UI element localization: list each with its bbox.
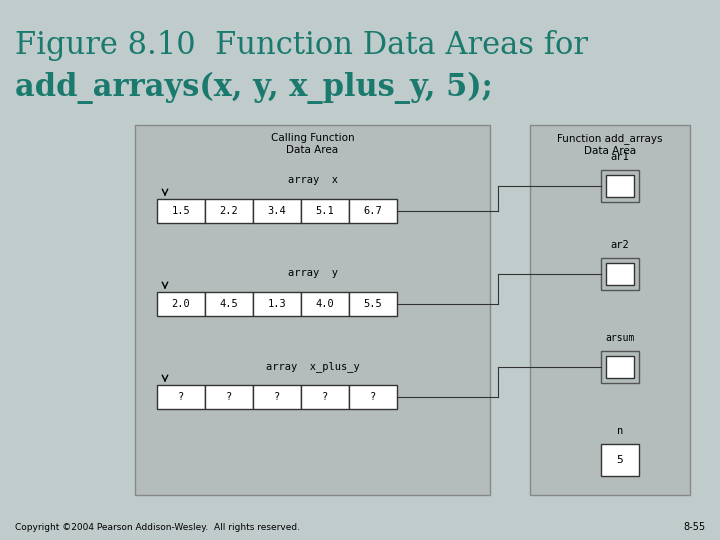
Bar (606, 263, 634, 285)
Bar (606, 175, 634, 197)
Bar (601, 444, 639, 476)
Bar (253, 385, 301, 409)
Text: 8-55: 8-55 (683, 522, 705, 532)
Bar (349, 292, 397, 316)
Text: 5.5: 5.5 (364, 299, 382, 309)
Text: Calling Function
Data Area: Calling Function Data Area (271, 133, 354, 154)
Bar (606, 356, 634, 378)
Bar (301, 385, 349, 409)
Bar (157, 199, 205, 223)
Bar (349, 199, 397, 223)
Text: ?: ? (178, 392, 184, 402)
Text: arsum: arsum (606, 333, 635, 343)
Text: 5.1: 5.1 (315, 206, 334, 216)
Bar (601, 258, 639, 290)
Text: array  x: array x (287, 175, 338, 185)
Text: array  y: array y (287, 268, 338, 278)
Text: 4.0: 4.0 (315, 299, 334, 309)
Bar (205, 292, 253, 316)
Bar (301, 292, 349, 316)
Bar (530, 125, 690, 495)
Bar (157, 292, 205, 316)
Bar (301, 199, 349, 223)
Text: add_arrays(x, y, x_plus_y, 5);: add_arrays(x, y, x_plus_y, 5); (15, 72, 493, 104)
Bar (349, 385, 397, 409)
Text: 1.5: 1.5 (171, 206, 190, 216)
Text: 2.0: 2.0 (171, 299, 190, 309)
Text: array  x_plus_y: array x_plus_y (266, 361, 359, 372)
Text: ?: ? (370, 392, 376, 402)
Text: 2.2: 2.2 (220, 206, 238, 216)
Text: Function add_arrays
Data Area: Function add_arrays Data Area (557, 133, 662, 156)
Bar (205, 199, 253, 223)
Bar (601, 170, 639, 202)
Text: ?: ? (274, 392, 280, 402)
Bar (253, 292, 301, 316)
Text: 3.4: 3.4 (268, 206, 287, 216)
Text: ?: ? (226, 392, 232, 402)
Bar (135, 125, 490, 495)
Text: ar1: ar1 (611, 152, 629, 162)
Text: 1.3: 1.3 (268, 299, 287, 309)
Text: ar2: ar2 (611, 240, 629, 250)
Text: 6.7: 6.7 (364, 206, 382, 216)
Text: 4.5: 4.5 (220, 299, 238, 309)
Bar (157, 385, 205, 409)
Text: ?: ? (322, 392, 328, 402)
Text: n: n (617, 426, 623, 436)
Bar (205, 385, 253, 409)
Text: Copyright ©2004 Pearson Addison-Wesley.  All rights reserved.: Copyright ©2004 Pearson Addison-Wesley. … (15, 523, 300, 532)
Text: Figure 8.10  Function Data Areas for: Figure 8.10 Function Data Areas for (15, 30, 588, 61)
Bar (253, 199, 301, 223)
Text: 5: 5 (616, 455, 624, 465)
Bar (601, 351, 639, 383)
